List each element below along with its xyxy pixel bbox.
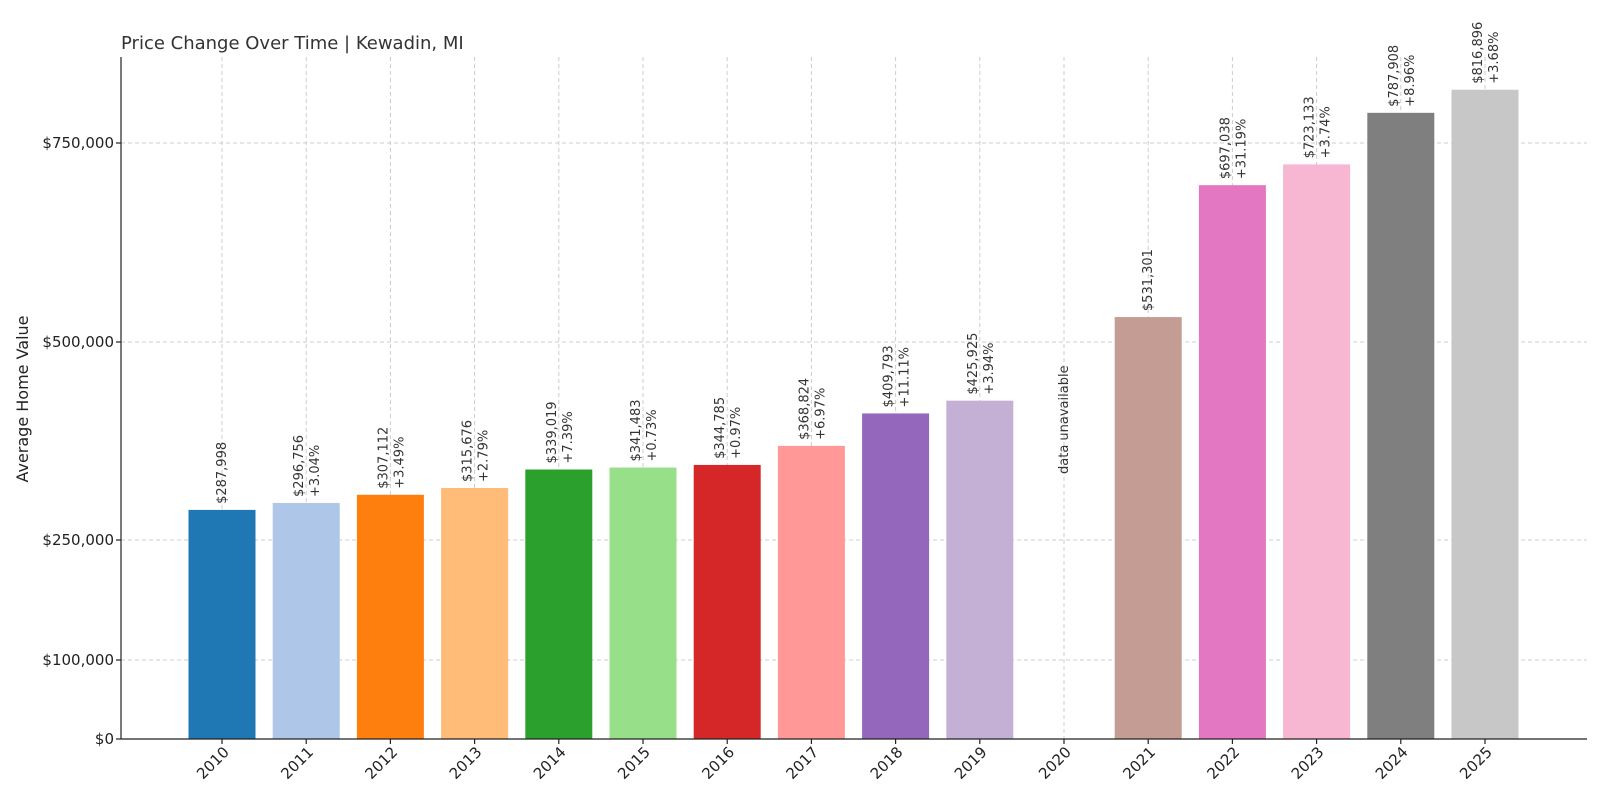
change-label: +0.97% <box>729 407 744 459</box>
x-tick-label: 2011 <box>277 743 317 783</box>
x-tick-label: 2016 <box>698 743 738 783</box>
data-labels: $287,998 $296,756 +3.04% $307,112 +3.49% $315… <box>215 22 1502 504</box>
bars <box>188 89 1519 740</box>
axes <box>120 57 1587 740</box>
bar-2025 <box>1451 89 1519 739</box>
value-label: $368,824 <box>797 378 812 440</box>
change-label: +6.97% <box>813 388 828 440</box>
change-label: +3.74% <box>1319 106 1334 158</box>
value-label: $339,019 <box>545 401 560 463</box>
bar-2022 <box>1198 185 1266 740</box>
change-label: +31.19% <box>1234 119 1249 179</box>
x-tick-label: 2014 <box>530 743 570 783</box>
value-label: $287,998 <box>215 442 230 504</box>
x-tick-label: 2017 <box>782 743 822 783</box>
bar-2014 <box>525 469 593 739</box>
chart-title: Price Change Over Time | Kewadin, MI <box>121 33 464 54</box>
value-label: $723,133 <box>1303 96 1318 158</box>
y-tick-label: $250,000 <box>42 531 114 549</box>
value-label: $425,925 <box>966 333 981 395</box>
change-label: +8.96% <box>1403 55 1418 107</box>
y-tick-label: $100,000 <box>42 651 114 669</box>
x-tick-label: 2022 <box>1203 743 1243 783</box>
x-tick-label: 2025 <box>1456 743 1496 783</box>
gridlines <box>121 57 1587 739</box>
value-label: $697,038 <box>1218 117 1233 179</box>
y-axis-label: Average Home Value <box>13 315 32 482</box>
change-label: +0.73% <box>645 409 660 461</box>
x-tick-label: 2015 <box>614 743 654 783</box>
change-label: +3.04% <box>308 445 323 497</box>
value-label: $344,785 <box>713 397 728 459</box>
change-label: +3.49% <box>392 437 407 489</box>
missing-data-label: data unavailable <box>1057 365 1072 474</box>
x-tick-label: 2012 <box>361 743 401 783</box>
value-label: $296,756 <box>292 435 307 497</box>
bar-2010 <box>188 509 256 739</box>
value-label: $787,908 <box>1387 45 1402 107</box>
value-label: $531,301 <box>1141 249 1156 311</box>
y-ticks: $0 $100,000 $250,000 $500,000 $750,000 <box>42 134 121 748</box>
change-label: +3.94% <box>982 342 997 394</box>
x-tick-label: 2021 <box>1119 743 1159 783</box>
x-tick-label: 2024 <box>1372 743 1412 783</box>
bar-2024 <box>1367 112 1435 739</box>
x-ticks: 2010 2011 2012 2013 2014 2015 2016 2017 2018 2019… <box>193 739 1496 783</box>
x-tick-label: 2010 <box>193 743 233 783</box>
x-tick-label: 2023 <box>1288 743 1328 783</box>
bar-2015 <box>609 467 677 739</box>
change-label: +2.79% <box>477 430 492 482</box>
value-label: $341,483 <box>629 400 644 462</box>
x-tick-label: 2019 <box>951 743 991 783</box>
value-label: $816,896 <box>1471 22 1486 84</box>
x-tick-label: 2020 <box>1035 743 1075 783</box>
y-tick-label: $500,000 <box>42 333 114 351</box>
y-tick-label: $750,000 <box>42 134 114 152</box>
change-label: +11.11% <box>898 347 913 407</box>
y-tick-label: $0 <box>95 730 114 748</box>
bar-2011 <box>272 502 340 739</box>
change-label: +7.39% <box>561 411 576 463</box>
value-label: $307,112 <box>376 427 391 489</box>
bar-2017 <box>777 445 845 739</box>
bar-2013 <box>441 487 509 739</box>
bar-2016 <box>693 464 761 739</box>
change-label: +3.68% <box>1487 32 1502 84</box>
bar-2019 <box>946 400 1014 739</box>
x-tick-label: 2018 <box>867 743 907 783</box>
bar-2021 <box>1114 317 1182 739</box>
x-tick-label: 2013 <box>446 743 486 783</box>
value-label: $409,793 <box>882 345 897 407</box>
value-label: $315,676 <box>461 420 476 482</box>
bar-2012 <box>356 494 424 739</box>
bar-2023 <box>1283 164 1351 740</box>
bar-2018 <box>862 413 930 739</box>
